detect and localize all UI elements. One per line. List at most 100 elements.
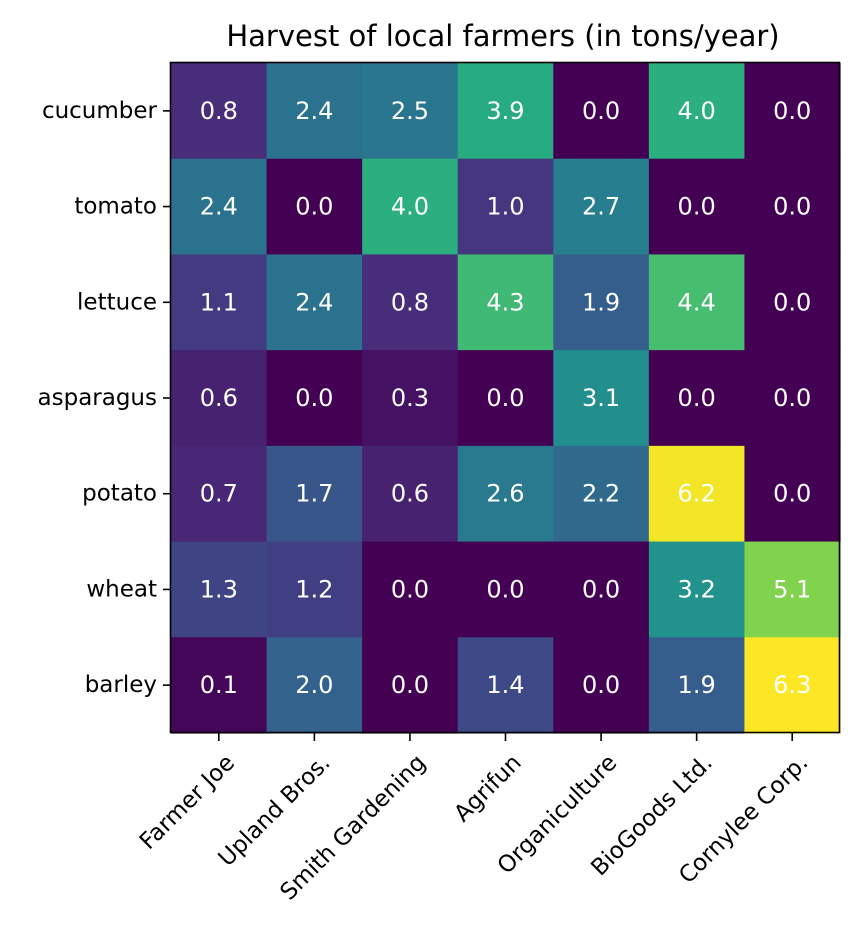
cell-value-label: 2.0	[295, 671, 333, 699]
heatmap-cell	[362, 63, 459, 160]
cell-value-label: 1.7	[295, 480, 333, 508]
heatmap-cell	[553, 637, 650, 734]
heatmap-cell	[457, 158, 554, 256]
cell-value-label: 0.0	[773, 288, 811, 316]
heatmap-cell	[171, 445, 268, 543]
heatmap-cell	[362, 254, 459, 351]
cell-value-label: 1.2	[295, 575, 333, 603]
y-tick-label: asparagus	[38, 385, 157, 411]
cell-value-label: 0.0	[678, 384, 716, 412]
cell-value-label: 0.8	[200, 97, 238, 125]
heatmap-cell	[553, 254, 650, 351]
heatmap-cell	[744, 158, 841, 256]
heatmap-cell	[744, 63, 841, 160]
heatmap-cell	[648, 445, 746, 543]
heatmap-cell	[171, 637, 268, 734]
cell-value-label: 1.0	[486, 193, 524, 221]
cell-value-label: 0.0	[678, 193, 716, 221]
heatmap-cell	[553, 350, 650, 447]
heatmap-cell	[171, 541, 268, 638]
cell-value-label: 1.1	[200, 288, 238, 316]
cell-value-label: 5.1	[773, 575, 811, 603]
cell-value-label: 1.9	[678, 671, 716, 699]
cell-value-label: 0.0	[486, 384, 524, 412]
heatmap-cell	[266, 158, 363, 256]
heatmap-cell	[648, 637, 746, 734]
heatmap-cell	[553, 445, 650, 543]
cell-value-label: 4.0	[391, 193, 429, 221]
plot-frame	[169, 61, 841, 734]
cell-value-label: 3.1	[582, 384, 620, 412]
y-tick-label: wheat	[86, 576, 157, 602]
cell-value-label: 2.4	[295, 288, 333, 316]
cell-value-label: 4.0	[678, 97, 716, 125]
heatmap-cell	[457, 541, 554, 638]
heatmap-cell	[266, 445, 363, 543]
heatmap-cell	[744, 254, 841, 351]
heatmap-cell	[266, 350, 363, 447]
heatmap-cell	[553, 541, 650, 638]
heatmap-cell	[266, 254, 363, 351]
cell-value-label: 0.0	[582, 671, 620, 699]
cell-value-label: 0.0	[391, 671, 429, 699]
heatmap-cell	[362, 350, 459, 447]
cell-value-label: 0.0	[773, 384, 811, 412]
cell-value-label: 2.2	[582, 480, 620, 508]
heatmap-cell	[648, 254, 746, 351]
cell-value-label: 6.2	[678, 480, 716, 508]
heatmap-cell	[553, 158, 650, 256]
heatmap-cell	[648, 541, 746, 638]
cell-value-label: 0.0	[773, 97, 811, 125]
y-tick-label: barley	[85, 672, 157, 698]
heatmap-cell	[362, 445, 459, 543]
heatmap-cell	[171, 350, 268, 447]
heatmap-cell	[457, 445, 554, 543]
cell-value-label: 1.4	[486, 671, 524, 699]
heatmap-cell	[457, 637, 554, 734]
heatmap-cell	[266, 541, 363, 638]
heatmap-cell	[744, 445, 841, 543]
heatmap-cell	[362, 541, 459, 638]
cell-value-label: 0.6	[391, 480, 429, 508]
heatmap-cell	[648, 158, 746, 256]
cell-value-label: 2.4	[200, 193, 238, 221]
heatmap-cell	[648, 350, 746, 447]
heatmap-cell	[266, 63, 363, 160]
heatmap-cell	[457, 350, 554, 447]
heatmap-cell	[744, 637, 841, 734]
cell-value-label: 2.5	[391, 97, 429, 125]
cell-value-label: 3.9	[486, 97, 524, 125]
cell-value-label: 0.0	[582, 575, 620, 603]
heatmap-cell	[457, 63, 554, 160]
y-tick-label: lettuce	[77, 289, 157, 315]
heatmap-cell	[171, 158, 268, 256]
cell-value-label: 0.8	[391, 288, 429, 316]
cell-value-label: 0.0	[582, 97, 620, 125]
cell-value-label: 4.3	[486, 288, 524, 316]
heatmap-cell	[457, 254, 554, 351]
cell-value-label: 0.3	[391, 384, 429, 412]
y-axis: cucumber tomato lettuce asparagus potato whea…	[38, 98, 171, 698]
y-tick-label: tomato	[74, 194, 157, 220]
heatmap-cell	[362, 637, 459, 734]
heatmap-cell	[648, 63, 746, 160]
heatmap-cell	[171, 254, 268, 351]
cell-value-label: 2.7	[582, 193, 620, 221]
cell-value-label: 6.3	[773, 671, 811, 699]
cell-value-label: 3.2	[678, 575, 716, 603]
heatmap-cells	[171, 63, 841, 734]
cell-value-label: 0.0	[295, 193, 333, 221]
cell-value-label: 0.1	[200, 671, 238, 699]
cell-value-label: 0.0	[486, 575, 524, 603]
cell-value-label: 0.0	[391, 575, 429, 603]
cell-value-label: 4.4	[678, 288, 716, 316]
cell-value-label: 0.0	[773, 480, 811, 508]
chart-title: Harvest of local farmers (in tons/year)	[226, 19, 779, 53]
cell-value-label: 0.0	[773, 193, 811, 221]
y-tick-label: potato	[82, 481, 157, 507]
heatmap-cell	[744, 350, 841, 447]
cell-value-label: 0.0	[295, 384, 333, 412]
heatmap-cell	[553, 63, 650, 160]
heatmap-cell	[171, 63, 268, 160]
heatmap-cell	[362, 158, 459, 256]
